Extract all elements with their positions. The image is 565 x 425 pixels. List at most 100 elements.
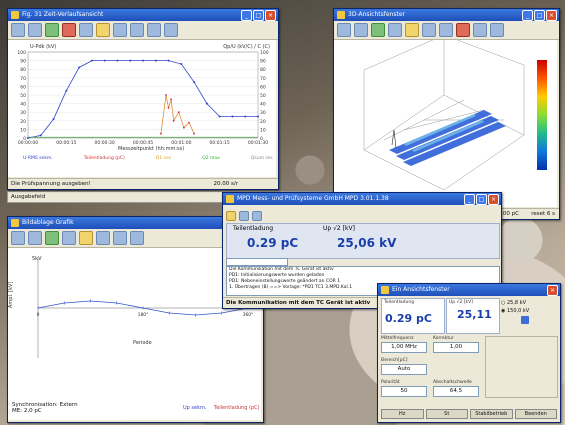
y-right-tick-label: 80 bbox=[260, 67, 266, 73]
data-point bbox=[52, 118, 55, 121]
y-left-label: U-Pdk (kV) bbox=[30, 44, 57, 50]
status-right-1: 0.00 pC bbox=[497, 211, 519, 217]
readout-panel: Teilentladung 0.29 pC Up √2 [kV] 25,06 k… bbox=[226, 223, 500, 259]
clear-icon[interactable] bbox=[405, 23, 419, 37]
legend-item: Up sekm. bbox=[183, 405, 207, 411]
minimize-button[interactable]: _ bbox=[241, 10, 252, 21]
minimize-button[interactable]: _ bbox=[464, 194, 475, 205]
series-line bbox=[27, 60, 258, 139]
grid-icon[interactable] bbox=[130, 231, 144, 245]
clear-icon[interactable] bbox=[96, 23, 110, 37]
zoom-icon[interactable] bbox=[422, 23, 436, 37]
radio-range-b[interactable]: ◉ 150,0 kV bbox=[501, 308, 530, 314]
connect-icon[interactable] bbox=[252, 211, 262, 221]
view-icon[interactable] bbox=[473, 23, 487, 37]
titlebar[interactable]: 3D-Ansichtsfenster _ □ × bbox=[334, 9, 559, 21]
clear-icon[interactable] bbox=[79, 231, 93, 245]
x-tick-label: 0 bbox=[37, 312, 40, 318]
titlebar[interactable]: Ein Ansichtsfenster × bbox=[378, 284, 560, 296]
print-icon[interactable] bbox=[371, 23, 385, 37]
open-icon[interactable] bbox=[11, 231, 25, 245]
save-icon[interactable] bbox=[354, 23, 368, 37]
minimize-button[interactable]: _ bbox=[522, 10, 533, 21]
grid-icon[interactable] bbox=[490, 23, 504, 37]
progress-bar bbox=[226, 258, 288, 266]
pd-label: Teilentladung bbox=[384, 300, 415, 305]
data-point bbox=[103, 59, 106, 62]
app-icon bbox=[11, 219, 19, 227]
pd-point bbox=[188, 121, 190, 124]
settings-icon[interactable] bbox=[79, 23, 93, 37]
data-point bbox=[154, 59, 157, 62]
pd-value: 0.29 pC bbox=[247, 236, 299, 250]
u-label: Up √2 [kV] bbox=[323, 225, 355, 232]
window-icon[interactable] bbox=[239, 211, 249, 221]
measure-icon[interactable] bbox=[147, 23, 161, 37]
print-icon[interactable] bbox=[45, 231, 59, 245]
polaritaet-field[interactable]: 50 bbox=[381, 386, 427, 397]
titlebar[interactable]: Fig. 31 Zeit-Verlaufsansicht _ □ × bbox=[8, 9, 278, 21]
x-tick-label: 00:01:30 bbox=[248, 140, 268, 146]
rotate-icon[interactable] bbox=[439, 23, 453, 37]
zoom-icon[interactable] bbox=[113, 23, 127, 37]
open-icon[interactable] bbox=[337, 23, 351, 37]
close-button[interactable]: × bbox=[547, 285, 558, 296]
x-tick-label: 00:00:00 bbox=[18, 140, 38, 146]
settings-icon[interactable] bbox=[388, 23, 402, 37]
pd-burst-line bbox=[160, 94, 195, 134]
status-right-2: reset 6 s bbox=[531, 211, 555, 217]
legend-item: U-RMS sekm. bbox=[23, 156, 53, 161]
settings-panel: Mittelfrequenz 1,00 MHz Korrektur 1,00 B… bbox=[381, 336, 481, 406]
korrektur-field[interactable]: 1,00 bbox=[433, 342, 479, 353]
data-point bbox=[90, 59, 93, 62]
footer-info: Synchronisation: Extern ME: 2,0 pC bbox=[12, 402, 78, 414]
bereich-field[interactable]: Auto bbox=[381, 364, 427, 375]
data-point bbox=[78, 66, 81, 69]
pd-point bbox=[177, 111, 180, 114]
config-icon[interactable] bbox=[226, 211, 236, 221]
toolbar bbox=[223, 211, 501, 221]
phase-chart: 0 180° 360° bbox=[37, 258, 253, 358]
grid-icon[interactable] bbox=[164, 23, 178, 37]
data-point bbox=[205, 102, 208, 105]
abschaltschwelle-field[interactable]: 64,5 bbox=[433, 386, 479, 397]
y-right-tick-label: 0 bbox=[260, 136, 263, 142]
close-button[interactable]: × bbox=[546, 10, 557, 21]
toolbar bbox=[8, 21, 278, 40]
print-icon[interactable] bbox=[45, 23, 59, 37]
pd-box: Teilentladung 0.29 pC bbox=[381, 298, 445, 334]
settings-icon[interactable] bbox=[62, 231, 76, 245]
hz-button[interactable]: Hz bbox=[381, 409, 424, 419]
mittelfrequenz-field[interactable]: 1,00 MHz bbox=[381, 342, 427, 353]
window-title: MPD Mess- und Prüfsysteme GmbH MPD 3.01.… bbox=[237, 195, 389, 202]
save-icon[interactable] bbox=[28, 23, 42, 37]
maximize-button[interactable]: □ bbox=[253, 10, 264, 21]
lock-icon[interactable] bbox=[521, 316, 529, 324]
data-point bbox=[39, 134, 42, 137]
x-tick-label: 180° bbox=[138, 312, 149, 318]
polaritaet-value: 50 bbox=[400, 388, 408, 394]
titlebar[interactable]: MPD Mess- und Prüfsysteme GmbH MPD 3.01.… bbox=[223, 193, 501, 205]
log-line: PD1: Initialisierungswerte wurden gelade… bbox=[229, 273, 325, 278]
close-button[interactable]: × bbox=[265, 10, 276, 21]
cursor-icon[interactable] bbox=[130, 23, 144, 37]
stabilbetrieb-button[interactable]: Stabilbetrieb bbox=[470, 409, 513, 419]
save-icon[interactable] bbox=[28, 231, 42, 245]
log-line: 1. Übertragen (B) ==> Vorlage: *PD1 TC1 … bbox=[229, 285, 353, 290]
beenden-button[interactable]: Beenden bbox=[514, 409, 557, 419]
maximize-button[interactable]: □ bbox=[476, 194, 487, 205]
radio-range-a[interactable]: ○ 25,8 kV bbox=[501, 300, 526, 306]
st-button[interactable]: St bbox=[425, 409, 468, 419]
open-icon[interactable] bbox=[11, 23, 25, 37]
colorbar bbox=[537, 60, 547, 170]
record-icon[interactable] bbox=[62, 23, 76, 37]
maximize-button[interactable]: □ bbox=[534, 10, 545, 21]
cursor-icon[interactable] bbox=[113, 231, 127, 245]
window-title: Fig. 31 Zeit-Verlaufsansicht bbox=[22, 11, 104, 18]
pd-point bbox=[172, 119, 175, 122]
time-history-window: Fig. 31 Zeit-Verlaufsansicht _ □ × U-Pdk… bbox=[7, 8, 279, 190]
3d-view-window: 3D-Ansichtsfenster _ □ × bbox=[333, 8, 560, 220]
color-icon[interactable] bbox=[456, 23, 470, 37]
close-button[interactable]: × bbox=[488, 194, 499, 205]
zoom-icon[interactable] bbox=[96, 231, 110, 245]
